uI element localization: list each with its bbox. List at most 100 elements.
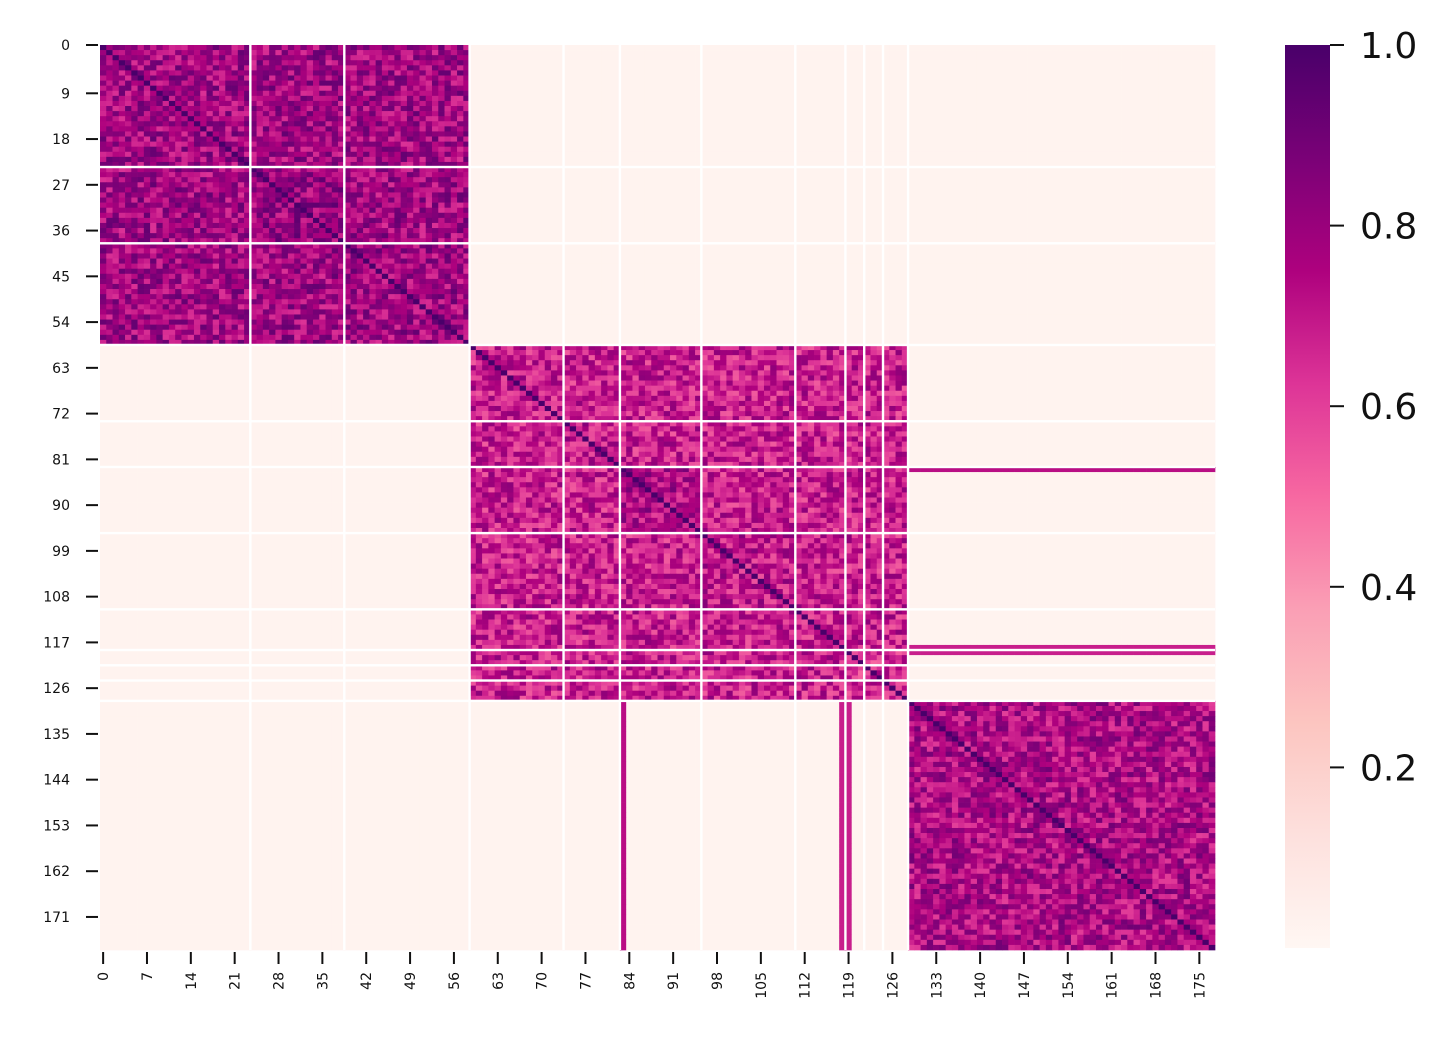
heatmap-cell <box>413 131 420 136</box>
heatmap-cell <box>332 152 339 157</box>
heatmap-cell <box>1177 50 1184 55</box>
heatmap-cell <box>488 50 495 55</box>
heatmap-cell <box>113 182 120 187</box>
heatmap-cell <box>914 182 921 187</box>
heatmap-cell <box>802 172 809 177</box>
heatmap-cell <box>106 126 113 131</box>
heatmap-cell <box>601 147 608 152</box>
heatmap-cell <box>764 137 771 142</box>
heatmap-cell <box>156 101 163 106</box>
heatmap-cell <box>445 70 452 75</box>
heatmap-cell <box>313 137 320 142</box>
heatmap-cell <box>401 177 408 182</box>
heatmap-cell <box>1077 55 1084 60</box>
heatmap-cell <box>263 111 270 116</box>
heatmap-cell <box>275 106 282 111</box>
heatmap-cell <box>275 60 282 65</box>
heatmap-cell <box>1102 147 1109 152</box>
heatmap-cell <box>300 86 307 91</box>
heatmap-cell <box>363 50 370 55</box>
heatmap-cell <box>814 60 821 65</box>
heatmap-cell <box>814 70 821 75</box>
heatmap-cell <box>513 91 520 96</box>
heatmap-cell <box>1202 96 1209 101</box>
heatmap-cell <box>1115 142 1122 147</box>
heatmap-cell <box>526 111 533 116</box>
heatmap-cell <box>1015 182 1022 187</box>
heatmap-cell <box>933 172 940 177</box>
heatmap-cell <box>664 157 671 162</box>
heatmap-cell <box>363 76 370 81</box>
heatmap-cell <box>413 50 420 55</box>
heatmap-cell <box>1008 45 1015 50</box>
heatmap-cell <box>313 81 320 86</box>
heatmap-cell <box>131 101 138 106</box>
heatmap-cell <box>601 157 608 162</box>
heatmap-cell <box>351 60 358 65</box>
heatmap-cell <box>181 137 188 142</box>
heatmap-cell <box>294 55 301 60</box>
heatmap-cell <box>476 172 483 177</box>
heatmap-cell <box>1090 55 1097 60</box>
heatmap-cell <box>332 106 339 111</box>
heatmap-cell <box>275 116 282 121</box>
heatmap-cell <box>852 101 859 106</box>
heatmap-cell <box>952 55 959 60</box>
heatmap-cell <box>495 55 502 60</box>
heatmap-cell <box>833 81 840 86</box>
heatmap-cell <box>607 86 614 91</box>
heatmap-cell <box>783 96 790 101</box>
heatmap-cell <box>720 137 727 142</box>
heatmap-cell <box>971 65 978 70</box>
heatmap-cell <box>589 126 596 131</box>
heatmap-cell <box>1096 55 1103 60</box>
heatmap-cell <box>582 131 589 136</box>
heatmap-cell <box>808 70 815 75</box>
heatmap-cell <box>282 106 289 111</box>
heatmap-cell <box>300 60 307 65</box>
heatmap-cell <box>113 177 120 182</box>
heatmap-cell <box>1021 65 1028 70</box>
heatmap-cell <box>144 101 151 106</box>
heatmap-cell <box>238 81 245 86</box>
heatmap-cell <box>1021 147 1028 152</box>
heatmap-cell <box>601 137 608 142</box>
heatmap-cell <box>676 81 683 86</box>
heatmap-cell <box>438 172 445 177</box>
heatmap-cell <box>739 45 746 50</box>
heatmap-cell <box>1052 152 1059 157</box>
heatmap-cell <box>206 172 213 177</box>
heatmap-cell <box>501 70 508 75</box>
heatmap-cell <box>407 177 414 182</box>
heatmap-cell <box>275 111 282 116</box>
heatmap-cell <box>269 45 276 50</box>
heatmap-cell <box>683 65 690 70</box>
heatmap-cell <box>1065 116 1072 121</box>
heatmap-cell <box>200 147 207 152</box>
heatmap-cell <box>639 182 646 187</box>
heatmap-cell <box>808 101 815 106</box>
heatmap-cell <box>538 101 545 106</box>
heatmap-cell <box>808 81 815 86</box>
heatmap-cell <box>977 147 984 152</box>
heatmap-cell <box>288 121 295 126</box>
heatmap-cell <box>820 55 827 60</box>
heatmap-cell <box>770 81 777 86</box>
heatmap-cell <box>576 106 583 111</box>
heatmap-cell <box>538 96 545 101</box>
heatmap-cell <box>501 50 508 55</box>
heatmap-cell <box>125 126 132 131</box>
heatmap-cell <box>194 76 201 81</box>
heatmap-cell <box>319 65 326 70</box>
heatmap-cell <box>532 142 539 147</box>
heatmap-cell <box>664 111 671 116</box>
heatmap-cell <box>1152 101 1159 106</box>
heatmap-cell <box>921 137 928 142</box>
heatmap-cell <box>1196 182 1203 187</box>
heatmap-cell <box>332 101 339 106</box>
heatmap-cell <box>382 147 389 152</box>
heatmap-cell <box>363 96 370 101</box>
heatmap-cell <box>144 131 151 136</box>
heatmap-cell <box>457 45 464 50</box>
heatmap-cell <box>413 70 420 75</box>
